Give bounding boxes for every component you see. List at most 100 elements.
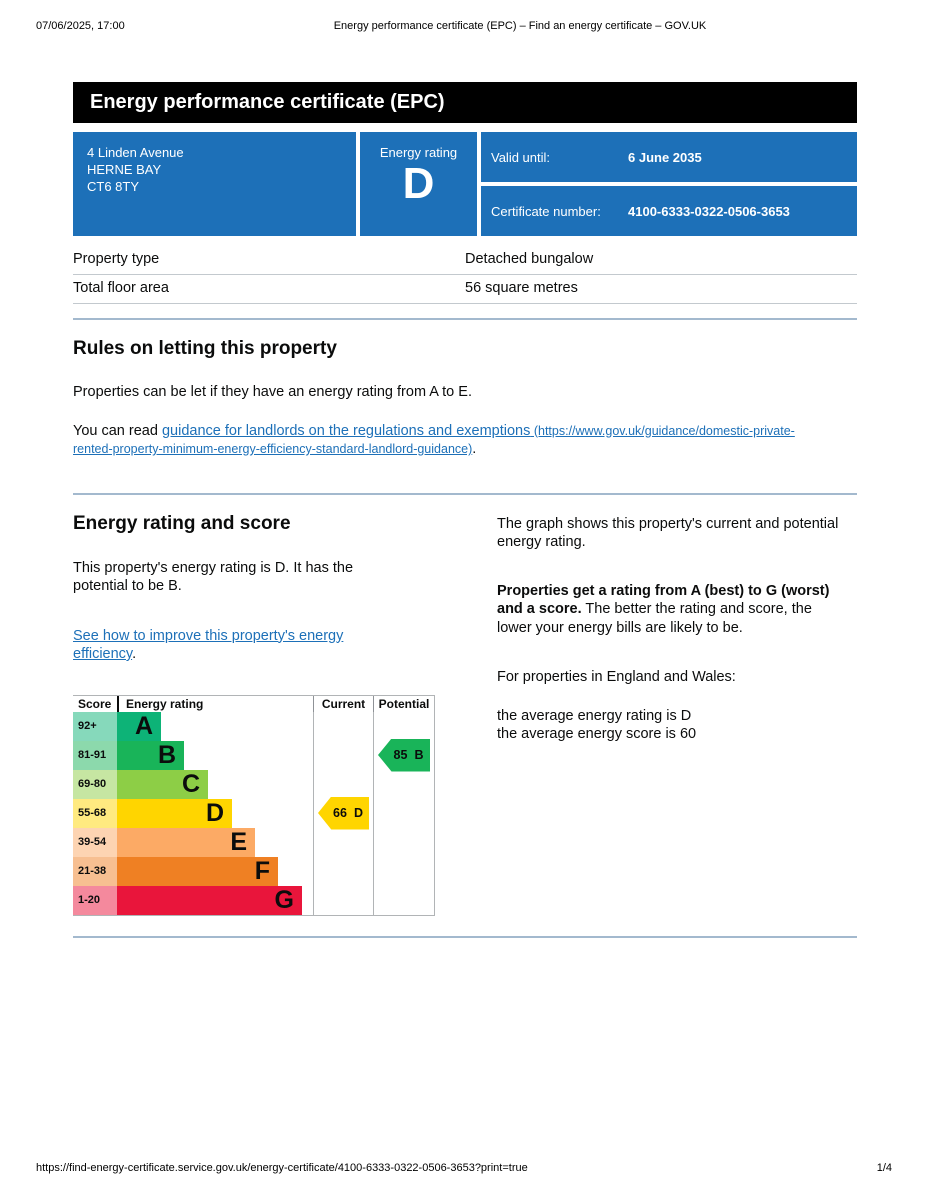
improve-efficiency-link[interactable]: See how to improve this property's energ…	[73, 628, 343, 663]
band-score-range: 39-54	[73, 827, 117, 857]
rules-guidance-paragraph: You can read guidance for landlords on t…	[73, 422, 833, 459]
band-cell: G	[117, 885, 313, 915]
validity-stack: Valid until: 6 June 2035 Certificate num…	[481, 132, 857, 236]
valid-until-label: Valid until:	[491, 149, 551, 165]
property-type-label: Property type	[73, 251, 160, 267]
potential-letter: B	[414, 748, 424, 762]
energy-rating-label: Energy rating	[379, 145, 458, 160]
rating-section-right: The graph shows this property's current …	[497, 513, 857, 916]
print-page-indicator: 1/4	[876, 1162, 892, 1174]
band-bar-g: G	[117, 885, 302, 915]
band-cell: E	[117, 827, 313, 857]
current-column-cell	[313, 856, 373, 886]
improve-link-suffix: .	[132, 646, 137, 662]
band-cell: A	[117, 711, 313, 741]
current-column-cell	[313, 827, 373, 857]
epc-graph-header: Score Energy rating Current Potential	[73, 695, 434, 712]
current-letter: D	[353, 806, 363, 820]
epc-band-row-g: 1-20 G	[73, 885, 434, 915]
certificate-page: Energy performance certificate (EPC) 4 L…	[73, 82, 857, 938]
current-column-cell: 66 D	[313, 796, 373, 830]
certificate-banner: Energy performance certificate (EPC)	[73, 82, 857, 123]
averages: the average energy rating is D the averag…	[497, 707, 849, 744]
rules-paragraph: Properties can be let if they have an en…	[73, 384, 472, 400]
score-column-header: Score	[78, 696, 112, 711]
current-column-cell	[313, 769, 373, 799]
epc-band-row-d: 55-68 D 66 D	[73, 796, 434, 830]
landlord-guidance-link[interactable]: guidance for landlords on the regulation…	[73, 423, 795, 458]
improve-paragraph: See how to improve this property's energ…	[73, 627, 385, 664]
band-score-range: 92+	[73, 711, 117, 741]
section-divider	[73, 492, 857, 495]
band-score-range: 1-20	[73, 885, 117, 915]
rating-section: Energy rating and score This property's …	[73, 513, 857, 916]
potential-column-cell	[373, 711, 434, 741]
rating-section-left: Energy rating and score This property's …	[73, 513, 477, 916]
potential-column-cell	[373, 769, 434, 799]
rules-guidance-prefix: You can read	[73, 422, 162, 439]
section-divider	[73, 935, 857, 938]
england-wales-intro: For properties in England and Wales:	[497, 669, 736, 685]
epc-band-row-a: 92+ A	[73, 711, 434, 741]
band-bar-c: C	[117, 769, 208, 799]
rating-column-header: Energy rating	[117, 695, 313, 712]
floor-area-label: Total floor area	[73, 280, 169, 296]
potential-score: 85	[393, 748, 408, 762]
potential-column-cell	[373, 798, 434, 828]
rules-heading: Rules on letting this property	[73, 338, 337, 359]
graph-description: The graph shows this property's current …	[497, 515, 839, 551]
potential-column-cell	[373, 885, 434, 915]
property-address-box: 4 Linden Avenue HERNE BAY CT6 8TY	[73, 132, 356, 236]
valid-until-box: Valid until: 6 June 2035	[481, 132, 857, 182]
print-footer-url: https://find-energy-certificate.service.…	[36, 1162, 528, 1174]
certificate-summary: 4 Linden Avenue HERNE BAY CT6 8TY Energy…	[73, 132, 857, 236]
potential-column-cell	[373, 856, 434, 886]
address-line-2: HERNE BAY	[87, 162, 162, 177]
potential-column-cell	[373, 827, 434, 857]
property-facts-table: Property type Detached bungalow Total fl…	[73, 246, 857, 304]
potential-column-cell: 85 B	[373, 738, 434, 772]
average-rating-line: the average energy rating is D	[497, 707, 692, 724]
rating-explanation-bold: Properties get a rating from A (best) to…	[497, 582, 830, 618]
table-row: Property type Detached bungalow	[73, 246, 857, 275]
potential-column-header: Potential	[373, 695, 434, 712]
band-bar-d: D	[117, 798, 232, 828]
band-score-range: 81-91	[73, 740, 117, 770]
rating-explanation: Properties get a rating from A (best) to…	[497, 582, 849, 638]
band-score-range: 69-80	[73, 769, 117, 799]
certificate-number-value: 4100-6333-0322-0506-3653	[628, 203, 790, 219]
band-score-range: 55-68	[73, 798, 117, 828]
band-cell: D	[117, 798, 313, 828]
average-score-line: the average energy score is 60	[497, 726, 697, 742]
band-bar-e: E	[117, 827, 255, 857]
certificate-title: Energy performance certificate (EPC)	[90, 91, 445, 113]
energy-rating-value: D	[402, 159, 435, 208]
rules-guidance-suffix: .	[472, 441, 477, 457]
table-row: Total floor area 56 square metres	[73, 275, 857, 304]
energy-rating-box: Energy rating D	[360, 132, 477, 236]
current-column-cell	[313, 740, 373, 770]
print-page-title: Energy performance certificate (EPC) – F…	[333, 20, 707, 32]
epc-band-row-e: 39-54 E	[73, 827, 434, 857]
valid-until-value: 6 June 2035	[628, 149, 702, 165]
landlord-guidance-link-text: guidance for landlords on the regulation…	[161, 422, 531, 439]
rating-heading: Energy rating and score	[73, 512, 291, 534]
floor-area-value: 56 square metres	[465, 280, 578, 296]
rating-explanation-rest: The better the rating and score, the low…	[497, 601, 812, 636]
property-type-value: Detached bungalow	[465, 251, 594, 267]
band-cell: C	[117, 769, 313, 799]
band-bar-f: F	[117, 856, 278, 886]
certificate-number-box: Certificate number: 4100-6333-0322-0506-…	[481, 186, 857, 236]
rating-intro: This property's energy rating is D. It h…	[73, 559, 354, 595]
certificate-number-label: Certificate number:	[491, 203, 601, 219]
epc-rating-graph: Score Energy rating Current Potential 92…	[73, 694, 435, 916]
band-cell: B	[117, 740, 313, 770]
print-footer: https://find-energy-certificate.service.…	[36, 1162, 892, 1174]
print-datetime: 07/06/2025, 17:00	[36, 20, 125, 32]
band-bar-a: A	[117, 711, 161, 741]
band-cell: F	[117, 856, 313, 886]
address-line-1: 4 Linden Avenue	[87, 145, 184, 160]
current-column-cell	[313, 885, 373, 915]
potential-rating-arrow: 85 B	[378, 738, 430, 772]
